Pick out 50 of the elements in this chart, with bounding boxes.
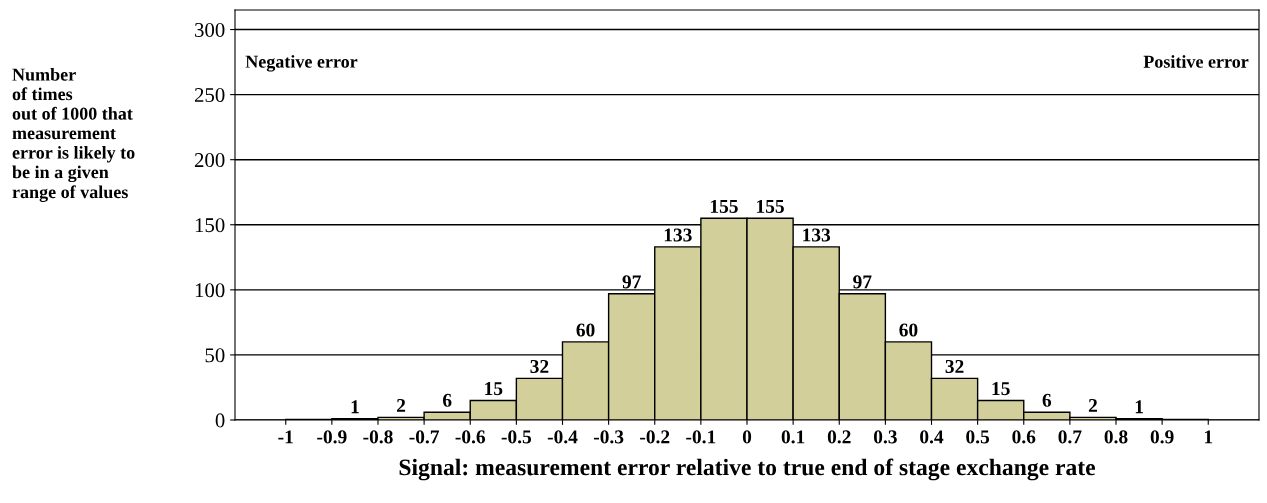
data-label: 60	[899, 323, 918, 337]
x-tick-label: -0.1	[686, 430, 716, 444]
y-tick-label: 0	[215, 413, 225, 428]
data-label: 15	[992, 382, 1010, 396]
data-label: 155	[710, 199, 738, 213]
x-tick-label: -0.2	[640, 430, 670, 444]
data-label: 1	[351, 400, 359, 414]
x-tick-label: 0.8	[1104, 430, 1128, 444]
data-label: 97	[622, 275, 641, 289]
x-tick-label: -0.8	[363, 430, 393, 444]
x-tick-label: 0.5	[966, 430, 990, 444]
x-tick-label: 0.9	[1150, 430, 1174, 444]
data-label: 32	[945, 359, 964, 374]
x-tick-label: 0.2	[827, 430, 851, 444]
x-tick-label: 0.6	[1012, 430, 1036, 444]
data-label: 97	[853, 275, 872, 289]
x-tick-label: 0.7	[1058, 430, 1082, 444]
annotation: Negative error	[245, 55, 358, 72]
y-tick-label: 250	[194, 87, 225, 103]
y-tick-label: 200	[194, 153, 225, 168]
y-tick-label: 50	[205, 348, 225, 363]
data-label: 2	[397, 398, 406, 412]
x-tick-label: -0.4	[547, 430, 578, 444]
data-label: 15	[485, 382, 503, 396]
data-label: 32	[530, 359, 549, 374]
data-label: 1	[1135, 400, 1143, 414]
data-label: 60	[576, 323, 595, 337]
y-axis-title: Number of times out of 1000 that measurement error is likely to be in a given range of values	[12, 68, 135, 202]
x-tick-label: -0.7	[409, 430, 440, 444]
x-tick-label: 1	[1204, 430, 1213, 444]
data-label: 2	[1088, 398, 1097, 412]
x-tick-label: 0.4	[920, 430, 944, 444]
data-label: 6	[1042, 393, 1052, 407]
y-tick-label: 100	[195, 283, 225, 298]
x-tick-label: -0.3	[593, 430, 624, 444]
y-tick-label: 300	[195, 22, 225, 37]
x-axis-title: Signal: measurement error relative to true end of stage exchange rate	[399, 458, 1096, 481]
data-label: 133	[664, 228, 692, 242]
x-tick-label: -0.5	[501, 430, 532, 444]
data-label: 155	[757, 199, 784, 213]
annotation: Positive error	[1143, 55, 1249, 68]
data-label: 133	[803, 228, 831, 242]
data-label: 6	[442, 393, 452, 407]
x-tick-label: 0.1	[781, 430, 805, 444]
x-tick-label: -0.6	[455, 430, 486, 444]
x-tick-label: -1	[278, 430, 293, 444]
y-tick-label: 150	[195, 218, 225, 233]
x-tick-label: 0	[742, 430, 752, 444]
x-tick-label: 0.3	[873, 430, 897, 444]
x-tick-label: -0.9	[317, 430, 347, 444]
